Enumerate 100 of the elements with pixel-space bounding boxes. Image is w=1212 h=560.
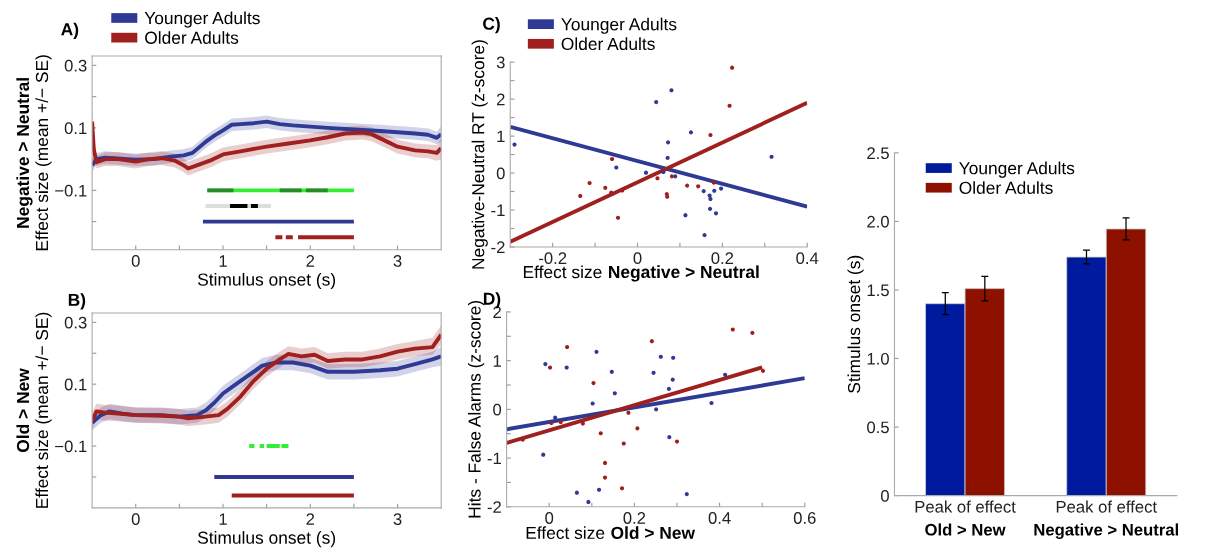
y-tick-label: 0.1 — [64, 122, 87, 135]
point — [688, 130, 694, 135]
chart-title: B) — [68, 293, 86, 310]
y-tick-label: 0.1 — [64, 378, 87, 391]
point — [727, 103, 732, 108]
chart-title: A) — [61, 22, 79, 39]
point — [598, 431, 603, 436]
x-tick-label: 3 — [393, 513, 402, 526]
y-tick-label: 1.5 — [867, 284, 889, 297]
point — [708, 132, 713, 138]
point — [655, 176, 660, 181]
y-tick-label: -1 — [487, 452, 501, 465]
point — [553, 415, 558, 420]
point — [541, 452, 546, 457]
point — [543, 361, 548, 367]
x-tick-label: 0 — [545, 512, 554, 524]
point — [711, 180, 716, 185]
x-tick-label: 2 — [306, 513, 315, 525]
point — [665, 155, 670, 160]
legend-label: Older Adults — [561, 37, 655, 51]
point — [685, 183, 690, 188]
point — [580, 421, 585, 426]
y-tick-label: −0.1 — [55, 440, 87, 453]
point — [643, 170, 649, 175]
y-axis-title: Effect size (mean +/− SE) — [35, 55, 52, 251]
x-axis-title: Effect size — [523, 265, 602, 279]
point — [635, 426, 640, 431]
y-tick-label: 0.3 — [64, 316, 87, 329]
x-axis-title: Effect size — [526, 526, 605, 540]
y-tick-label: 0 — [493, 403, 502, 416]
point — [615, 215, 621, 220]
point — [702, 233, 707, 238]
point — [578, 193, 583, 199]
text: Old > New — [16, 368, 30, 452]
point — [696, 184, 701, 189]
point — [574, 490, 579, 495]
x-tick-label: 0.2 — [623, 512, 646, 524]
y-axis-title: Effect size (mean +/− SE) — [35, 312, 52, 508]
point — [609, 156, 615, 162]
point — [684, 492, 689, 497]
point — [654, 99, 659, 105]
x-tick-label: -0.2 — [539, 252, 567, 265]
y-tick-label: 3 — [496, 56, 505, 69]
point — [649, 339, 654, 344]
point — [671, 355, 676, 360]
y-tick-label: 1 — [493, 355, 501, 367]
point — [712, 188, 717, 193]
x-tick-label: 0.2 — [711, 252, 734, 265]
point — [619, 486, 625, 491]
x-tick-label: 0.4 — [708, 512, 731, 524]
point — [603, 185, 608, 190]
y-tick-label: -2 — [487, 501, 501, 513]
y-tick-label: 2 — [496, 93, 505, 106]
x-axis-title: Stimulus onset (s) — [197, 531, 336, 548]
point — [654, 407, 659, 412]
category-label: Peak of effect Old > New — [915, 500, 1016, 536]
point — [709, 400, 714, 406]
point — [769, 154, 774, 159]
point — [713, 211, 719, 216]
y-tick-label: 1 — [497, 130, 505, 143]
x-tick-label: 2 — [306, 255, 315, 267]
y-tick-label: 0.5 — [867, 421, 889, 434]
y-tick-label: 2.0 — [867, 215, 889, 228]
y-tick-label: 1.0 — [867, 352, 889, 365]
point — [547, 365, 553, 370]
x-tick-label: 0.6 — [793, 512, 816, 524]
point — [667, 435, 672, 440]
point — [586, 499, 591, 505]
y-tick-label: −0.1 — [55, 184, 87, 197]
point — [666, 386, 671, 391]
legend-label: Older Adults — [959, 181, 1053, 194]
point — [602, 475, 608, 480]
legend-label: Older Adults — [145, 31, 239, 44]
y-tick-label: 0 — [880, 490, 889, 502]
x-tick-label: 0 — [131, 513, 140, 526]
point — [549, 420, 554, 426]
text: Old > New — [611, 526, 696, 540]
x-tick-label: 0 — [131, 255, 140, 267]
point — [626, 410, 631, 415]
y-tick-label: -2 — [491, 241, 505, 253]
point — [719, 186, 724, 191]
y-axis-title: Negative-Neutral RT (z-score) — [471, 40, 488, 269]
point — [707, 206, 713, 211]
y-tick-label: 0.3 — [64, 59, 87, 72]
y-axis-title: Hits - False Alarms (z-score) — [467, 300, 485, 518]
point — [512, 142, 517, 147]
x-tick-label: 1 — [219, 255, 227, 267]
point — [683, 213, 688, 218]
point — [665, 140, 671, 145]
y-tick-label: 2.5 — [867, 147, 889, 160]
point — [670, 377, 675, 382]
x-tick-label: 3 — [393, 255, 402, 267]
y-tick-label: 0 — [496, 167, 505, 180]
point — [701, 189, 706, 194]
point — [594, 349, 599, 354]
text: Negative > Neutral — [16, 78, 33, 228]
point — [669, 88, 674, 93]
chart-title: C) — [483, 17, 500, 34]
y-axis-title: Stimulus onset (s) — [847, 255, 864, 393]
point — [609, 369, 614, 374]
